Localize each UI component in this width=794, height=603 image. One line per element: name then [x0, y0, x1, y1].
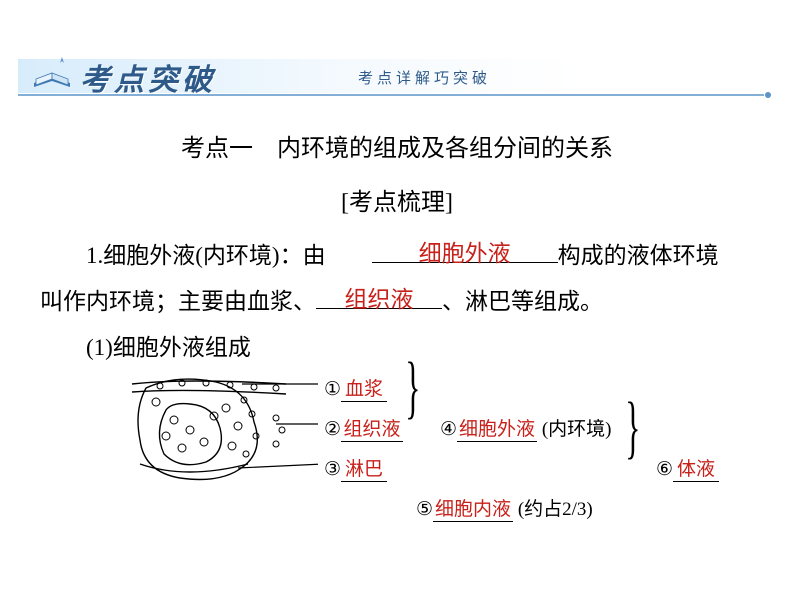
header-banner: 考点突破 考点详解巧突破 [18, 55, 776, 103]
diagram-label-4: ④细胞外液 (内环境) [440, 414, 611, 442]
diagram-label-1: ①血浆 [324, 374, 387, 402]
diagram-num-3: ③ [324, 459, 341, 480]
topic-subheading: [考点梳理] [40, 179, 754, 227]
diagram-fill-2: 组织液 [341, 414, 403, 442]
diagram-num-6: ⑥ [656, 459, 673, 480]
diagram-fill-5: 细胞内液 [433, 494, 513, 522]
diagram-num-2: ② [324, 419, 341, 440]
blank-2: 组织液 [316, 279, 442, 325]
blank-1: 细胞外液 [326, 233, 558, 279]
diagram-label-3: ③淋巴 [324, 454, 387, 482]
diagram-tail-5: (约占2/3) [513, 499, 593, 520]
diagram-fill-3: 淋巴 [341, 454, 387, 482]
line2-post: 、淋巴等组成。 [442, 289, 603, 314]
paragraph-1: 1.细胞外液(内环境)：由细胞外液构成的液体环境 [40, 233, 754, 279]
blank-2-fill: 组织液 [316, 277, 442, 323]
diagram-num-1: ① [324, 379, 341, 400]
paragraph-2: 叫作内环境；主要由血浆、组织液、淋巴等组成。 [40, 279, 754, 325]
header-main-title: 考点突破 [80, 55, 216, 99]
content-area: 考点一 内环境的组成及各组分间的关系 [考点梳理] 1.细胞外液(内环境)：由细… [40, 125, 754, 371]
cell-illustration [126, 370, 318, 490]
book-icon [32, 55, 76, 91]
diagram-label-2: ②组织液 [324, 414, 403, 442]
diagram-label-6: ⑥体液 [656, 454, 719, 482]
diagram: } } ①血浆②组织液③淋巴④细胞外液 (内环境)⑤细胞内液 (约占2/3)⑥体… [126, 370, 686, 570]
brace-1: } [405, 348, 420, 428]
diagram-label-5: ⑤细胞内液 (约占2/3) [416, 494, 593, 522]
diagram-fill-4: 细胞外液 [457, 414, 537, 442]
brace-2: } [625, 388, 640, 468]
header-sub-title: 考点详解巧突破 [358, 67, 491, 88]
line1-pre: 1.细胞外液(内环境)：由 [86, 243, 326, 268]
diagram-num-4: ④ [440, 419, 457, 440]
diagram-tail-4: (内环境) [537, 419, 611, 440]
blank-1-fill: 细胞外液 [326, 231, 558, 277]
diagram-fill-6: 体液 [673, 454, 719, 482]
diagram-fill-1: 血浆 [341, 374, 387, 402]
line2-pre: 叫作内环境；主要由血浆、 [40, 289, 316, 314]
paragraph-3: (1)细胞外液组成 [40, 325, 754, 371]
diagram-num-5: ⑤ [416, 499, 433, 520]
topic-heading: 考点一 内环境的组成及各组分间的关系 [40, 125, 754, 173]
line1-post: 构成的液体环境 [558, 243, 719, 268]
